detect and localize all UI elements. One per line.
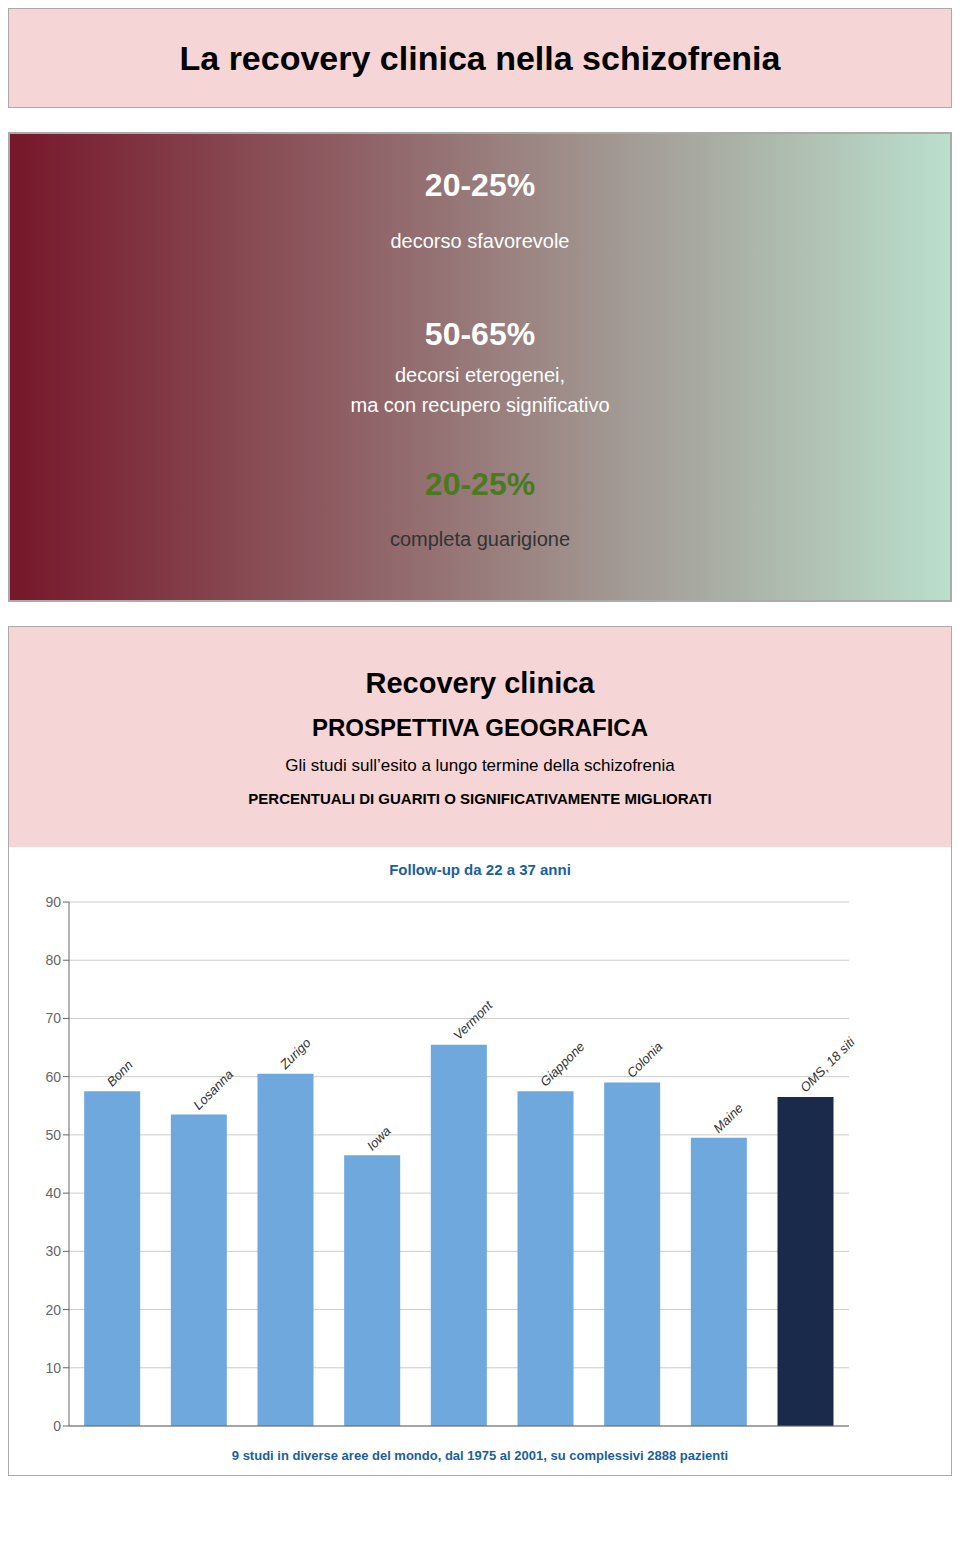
svg-text:Zurigo: Zurigo	[276, 1035, 313, 1072]
html-text:decorsi eterogenei,: decorsi eterogenei,	[394, 364, 565, 387]
svg-text:70: 70	[45, 1010, 61, 1026]
svg-text:0: 0	[53, 1418, 61, 1434]
html-text:decorso sfavorevole: decorso sfavorevole	[390, 230, 570, 253]
svg-text:Iowa: Iowa	[364, 1123, 394, 1153]
svg-text:60: 60	[45, 1069, 61, 1085]
html-text:20-25%: 20-25%	[424, 166, 536, 203]
html-text:PERCENTUALI DI GUARITI O SIGNI: PERCENTUALI DI GUARITI O SIGNIFICATIVAME…	[248, 790, 712, 807]
svg-text:90: 90	[45, 894, 61, 910]
svg-text:30: 30	[45, 1243, 61, 1259]
svg-text:40: 40	[45, 1185, 61, 1201]
html-text:completa guarigione: completa guarigione	[389, 528, 571, 551]
html-text:50-65%: 50-65%	[424, 315, 536, 352]
html-text:9 studi in diverse aree del mo: 9 studi in diverse aree del mondo, dal 1…	[231, 1448, 729, 1463]
svg-text:Colonia: Colonia	[624, 1039, 666, 1081]
html-text:Follow-up da 22 a 37 anni: Follow-up da 22 a 37 anni	[389, 861, 571, 878]
html-text:ma con recupero significativo: ma con recupero significativo	[350, 394, 610, 417]
svg-text:10: 10	[45, 1360, 61, 1376]
svg-text:OMS, 18 siti: OMS, 18 siti	[797, 1034, 858, 1095]
html-text:La recovery clinica nella schi: La recovery clinica nella schizofrenia	[179, 38, 781, 77]
svg-text:Giappone: Giappone	[537, 1039, 587, 1089]
svg-text:Bonn: Bonn	[104, 1057, 136, 1089]
html-text:PROSPETTIVA GEOGRAFICA: PROSPETTIVA GEOGRAFICA	[312, 714, 648, 741]
svg-text:50: 50	[45, 1127, 61, 1143]
html-text:20-25%: 20-25%	[424, 465, 536, 501]
svg-text:Losanna: Losanna	[190, 1067, 236, 1113]
svg-text:Vermont: Vermont	[450, 997, 496, 1043]
svg-text:Maine: Maine	[710, 1100, 746, 1136]
html-text:Recovery clinica: Recovery clinica	[365, 667, 595, 699]
html-text:Gli studi sull’esito a lungo t: Gli studi sull’esito a lungo termine del…	[285, 756, 675, 775]
svg-text:20: 20	[45, 1302, 61, 1318]
svg-text:80: 80	[45, 952, 61, 968]
